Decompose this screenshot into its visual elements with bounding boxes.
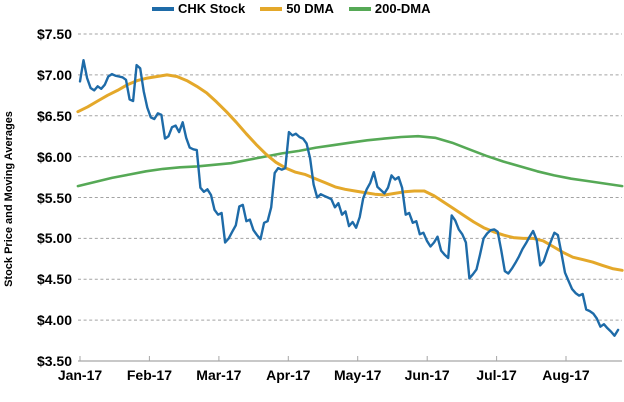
x-tick-label: Jun-17 <box>404 367 450 383</box>
y-tick-label: $4.50 <box>36 271 72 288</box>
y-tick-label: $5.00 <box>36 230 72 247</box>
legend-item-chk-stock: CHK Stock <box>152 1 245 16</box>
x-tick-label: Jan-17 <box>57 367 103 383</box>
y-tick-label: $7.00 <box>36 66 72 83</box>
x-tick-label: Apr-17 <box>266 367 311 383</box>
legend-label-chk-stock: CHK Stock <box>178 1 246 16</box>
series-line-chk-stock <box>78 59 620 337</box>
series-line-200-dma <box>76 134 624 188</box>
y-tick-label: $4.00 <box>36 312 72 329</box>
x-tick-label: Jul-17 <box>476 367 517 383</box>
legend-label-50-dma: 50 DMA <box>286 1 334 16</box>
legend-item-50-dma: 50 DMA <box>260 1 334 16</box>
chk-stock-line-swatch-icon <box>152 6 174 11</box>
x-tick-label: Aug-17 <box>542 367 590 383</box>
legend: CHK Stock 50 DMA 200-DMA <box>152 1 431 16</box>
50-dma-line-swatch-icon <box>260 6 283 11</box>
x-tick-label: Mar-17 <box>196 367 242 383</box>
legend-label-200-dma: 200-DMA <box>374 1 431 16</box>
series-line-50-dma <box>76 73 624 272</box>
legend-item-200-dma: 200-DMA <box>348 1 431 16</box>
y-tick-label: $5.50 <box>36 189 72 206</box>
200-dma-line-swatch-icon <box>348 6 371 11</box>
y-tick-label: $6.00 <box>36 148 72 165</box>
x-tick-label: May-17 <box>333 367 382 383</box>
x-tick-label: Feb-17 <box>126 367 172 383</box>
y-tick-label: $3.50 <box>36 353 72 369</box>
y-tick-label: $6.50 <box>36 107 72 124</box>
y-tick-label: $7.50 <box>36 26 72 42</box>
